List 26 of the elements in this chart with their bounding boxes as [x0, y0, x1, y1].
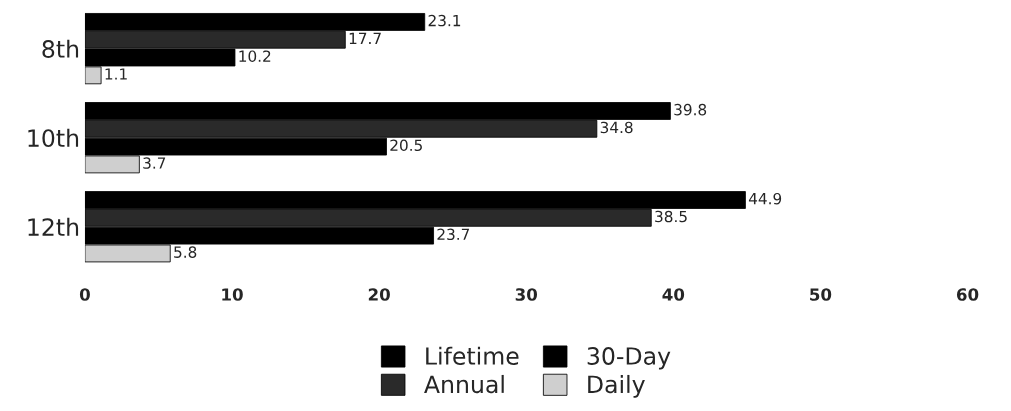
data-label: 10.2 — [239, 50, 271, 62]
data-label: 1.1 — [105, 68, 127, 80]
legend-label: 30-Day — [587, 347, 671, 370]
x-tick-label: 50 — [810, 288, 832, 301]
data-label: 5.8 — [174, 246, 197, 258]
data-label: 17.7 — [349, 32, 381, 44]
data-label: 3.7 — [143, 157, 166, 169]
legend-label: Daily — [588, 374, 645, 398]
x-tick-label: 60 — [956, 288, 979, 301]
x-tick-label: 40 — [662, 288, 685, 301]
y-tick-label: 10th — [28, 128, 79, 147]
data-label: 23.7 — [437, 228, 470, 241]
x-tick-label: 20 — [368, 288, 390, 301]
data-label: 38.5 — [655, 210, 687, 223]
legend-label: Annual — [424, 374, 504, 394]
y-tick-label: 8th — [42, 39, 79, 58]
x-tick-label: 30 — [515, 288, 538, 301]
legend-label: Lifetime — [426, 346, 519, 365]
data-label: 39.8 — [674, 103, 707, 116]
data-label: 20.5 — [390, 139, 422, 152]
data-label: 44.9 — [748, 192, 782, 205]
data-label: 34.8 — [600, 121, 633, 134]
x-tick-label: 0 — [79, 288, 90, 301]
data-label: 23.1 — [428, 14, 461, 27]
x-tick-label: 10 — [222, 288, 243, 301]
y-tick-label: 12th — [28, 217, 79, 236]
